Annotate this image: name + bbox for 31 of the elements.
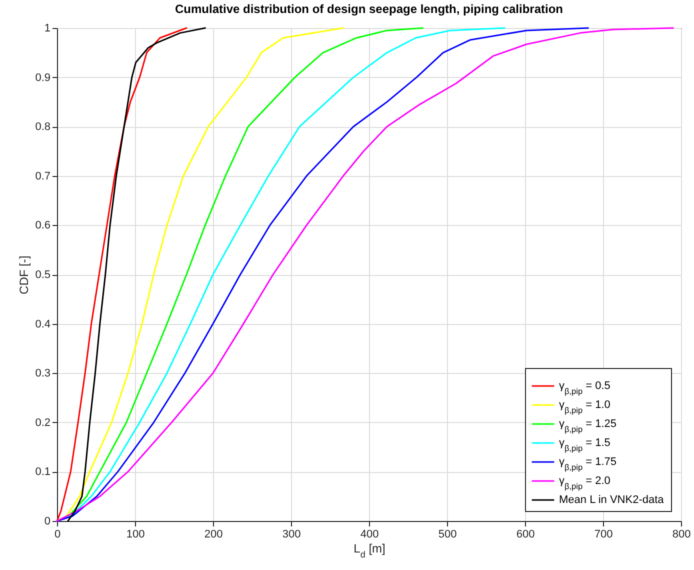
legend-label: γ$_{β,pip}$ = 1.5 [559, 437, 610, 452]
y-tick-label: 0.3 [35, 368, 50, 380]
y-tick-label: 0.9 [35, 72, 50, 84]
y-tick-label: 1 [44, 22, 50, 34]
y-tick-label: 0.7 [35, 170, 50, 182]
y-tick-label: 0.6 [35, 220, 50, 232]
y-tick-label: 0.4 [35, 318, 50, 330]
x-tick-label: 600 [516, 528, 535, 540]
y-tick-label: 0.5 [35, 269, 50, 281]
x-axis-title: L$_{d}$ [m] [354, 542, 386, 560]
x-tick-label: 400 [360, 528, 379, 540]
legend-label: γ$_{β,pip}$ = 1.25 [559, 418, 616, 434]
x-tick-label: 500 [438, 528, 457, 540]
chart-title: Cumulative distribution of design seepage length, piping calibration [174, 2, 564, 16]
x-tick-label: 0 [54, 528, 61, 540]
y-tick-label: 0.1 [35, 466, 50, 478]
legend-label: γ$_{β,pip}$ = 2.0 [559, 475, 610, 490]
x-tick-label: 700 [594, 528, 613, 540]
y-tick-label: 0 [44, 516, 50, 528]
x-tick-label: 100 [126, 528, 145, 540]
y-axis-title: CDF [-] [17, 256, 32, 294]
x-tick-label: 300 [282, 528, 301, 540]
x-tick-label: 200 [204, 528, 223, 540]
y-tick-label: 0.2 [35, 416, 50, 429]
line-series [67, 27, 206, 522]
legend-label: γ$_{β,pip}$ = 1.0 [559, 399, 610, 414]
legend-label: Mean L in VNK2-data [559, 494, 665, 506]
x-tick-label: 800 [672, 528, 691, 540]
y-tick-label: 0.8 [35, 121, 50, 134]
legend-label: γ$_{β,pip}$ = 0.5 [559, 380, 610, 396]
legend-label: γ$_{β,pip}$ = 1.75 [559, 456, 616, 472]
